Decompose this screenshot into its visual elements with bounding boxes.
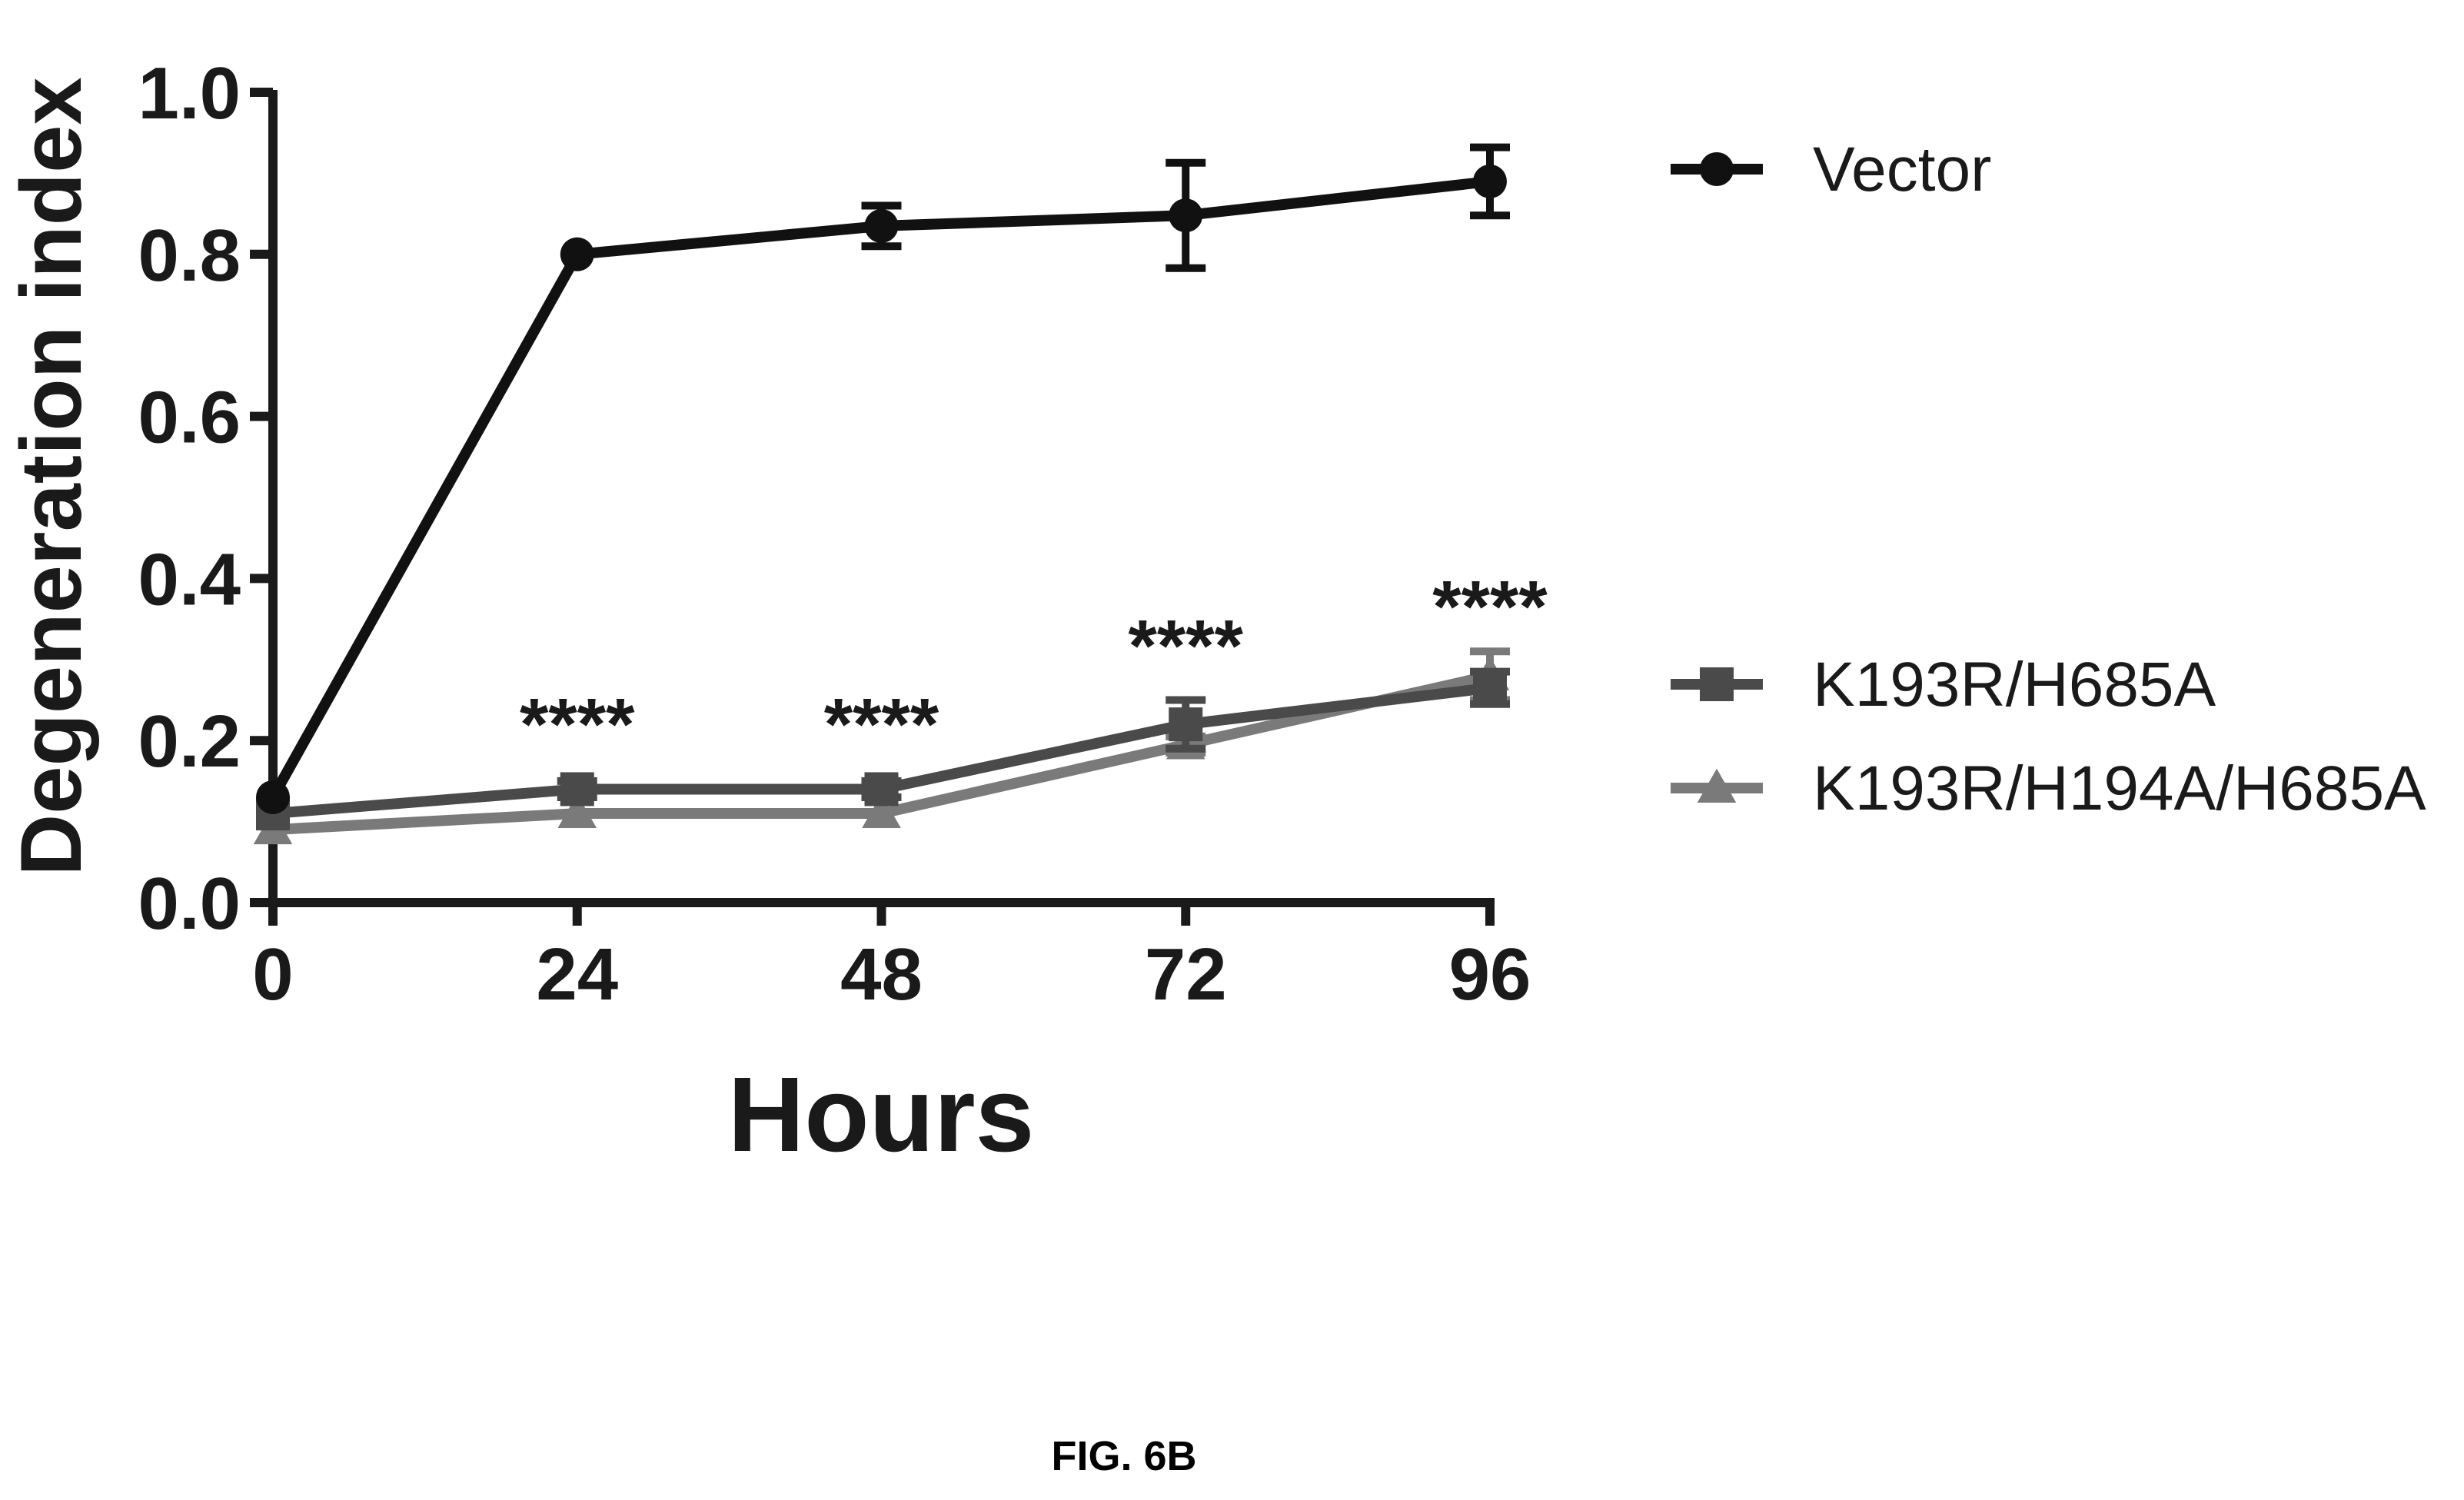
data-point xyxy=(560,237,594,271)
y-axis-title: Degeneration index xyxy=(3,77,99,876)
legend-label: Vector xyxy=(1813,135,1991,205)
significance-stars: **** xyxy=(824,683,939,766)
y-tick-label: 0.2 xyxy=(138,700,241,783)
figure-caption: FIG. 6B xyxy=(1051,1433,1196,1479)
y-tick-label: 0.4 xyxy=(138,538,241,620)
data-point xyxy=(862,793,901,829)
x-tick-label: 0 xyxy=(252,933,293,1016)
data-point xyxy=(1169,707,1203,742)
legend-label: K193R/H685A xyxy=(1813,650,2216,720)
data-point xyxy=(560,772,594,807)
data-point xyxy=(864,772,899,807)
y-tick-label: 0.0 xyxy=(138,863,241,945)
axes: 0.0 0.2 0.4 0.6 0.8 1.0 0 24 48 72 96 xyxy=(138,52,1531,1016)
legend-label: K193R/H194A/H685A xyxy=(1813,753,2426,823)
data-point xyxy=(557,793,597,829)
significance-stars: **** xyxy=(1129,605,1244,687)
x-axis-title: Hours xyxy=(728,1056,1035,1174)
significance-stars: **** xyxy=(520,683,635,766)
legend-item: Vector xyxy=(1671,135,1991,205)
x-tick-label: 48 xyxy=(840,933,923,1016)
legend: Vector K193R/H685A K193R/H194A/H685A xyxy=(1671,135,2426,823)
data-point xyxy=(1473,164,1507,198)
significance-stars: **** xyxy=(1432,566,1548,648)
x-tick-label: 72 xyxy=(1145,933,1227,1016)
y-tick-label: 0.8 xyxy=(138,215,241,297)
series-circle xyxy=(256,143,1510,814)
data-point xyxy=(256,780,290,814)
data-point xyxy=(1473,670,1507,705)
legend-marker xyxy=(1697,768,1737,803)
x-tick-label: 24 xyxy=(536,933,618,1016)
data-point xyxy=(1169,198,1203,233)
legend-item: K193R/H685A xyxy=(1671,650,2216,720)
y-tick-label: 1.0 xyxy=(138,52,241,135)
legend-marker xyxy=(1700,152,1734,186)
data-point xyxy=(864,208,899,243)
series-layer xyxy=(253,143,1510,845)
y-tick-label: 0.6 xyxy=(138,377,241,459)
legend-marker xyxy=(1700,667,1734,701)
annotation-layer: **** **** **** **** xyxy=(520,566,1548,766)
legend-item: K193R/H194A/H685A xyxy=(1671,753,2426,823)
x-tick-label: 96 xyxy=(1449,933,1531,1016)
